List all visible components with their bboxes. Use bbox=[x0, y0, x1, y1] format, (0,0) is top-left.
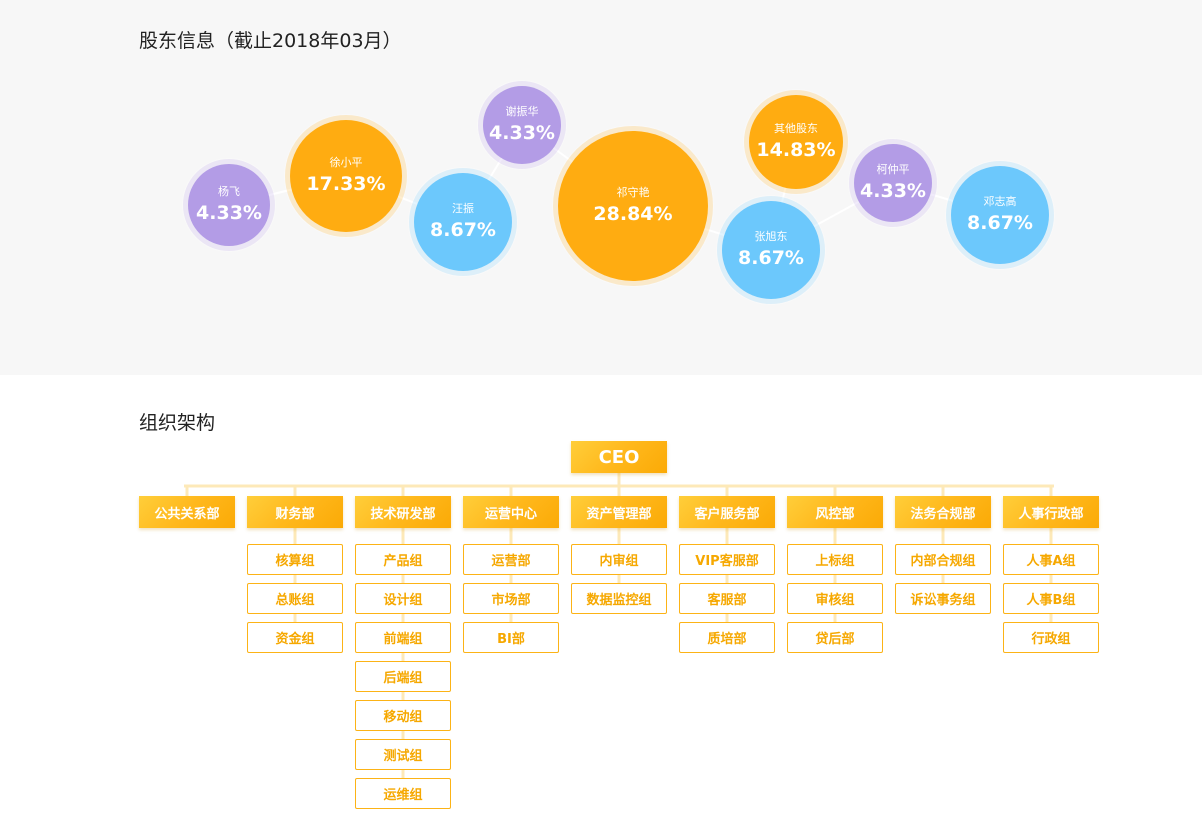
department-box[interactable]: 财务部 bbox=[247, 496, 343, 528]
shareholder-name: 徐小平 bbox=[329, 155, 363, 169]
department-box[interactable]: 技术研发部 bbox=[355, 496, 451, 528]
shareholder-name: 张旭东 bbox=[754, 229, 788, 243]
shareholder-percent: 17.33% bbox=[306, 172, 386, 195]
shareholder-bubble[interactable]: 徐小平 17.33% bbox=[290, 120, 402, 232]
shareholder-percent: 8.67% bbox=[430, 218, 496, 241]
shareholder-percent: 14.83% bbox=[756, 138, 836, 161]
sub-team-box[interactable]: 运营部 bbox=[463, 544, 559, 575]
department-box[interactable]: 公共关系部 bbox=[139, 496, 235, 528]
sub-team-box[interactable]: 内审组 bbox=[571, 544, 667, 575]
shareholder-percent: 4.33% bbox=[860, 179, 926, 202]
shareholder-percent: 4.33% bbox=[489, 121, 555, 144]
department-box[interactable]: 客户服务部 bbox=[679, 496, 775, 528]
shareholder-name: 杨飞 bbox=[218, 184, 240, 198]
shareholder-section: 股东信息（截止2018年03月） 杨飞 4.33% 徐小平 17.33% 汪振 8.67%… bbox=[0, 0, 1202, 375]
sub-team-box[interactable]: 核算组 bbox=[247, 544, 343, 575]
sub-team-box[interactable]: 市场部 bbox=[463, 583, 559, 614]
shareholder-name: 谢振华 bbox=[505, 104, 539, 118]
department-box[interactable]: 人事行政部 bbox=[1003, 496, 1099, 528]
sub-team-box[interactable]: 运维组 bbox=[355, 778, 451, 809]
shareholder-name: 柯仲平 bbox=[876, 162, 910, 176]
sub-team-box[interactable]: 资金组 bbox=[247, 622, 343, 653]
sub-team-box[interactable]: 内部合规组 bbox=[895, 544, 991, 575]
shareholder-bubble[interactable]: 邓志高 8.67% bbox=[951, 166, 1049, 264]
sub-team-box[interactable]: 行政组 bbox=[1003, 622, 1099, 653]
sub-team-box[interactable]: 人事A组 bbox=[1003, 544, 1099, 575]
shareholder-bubble[interactable]: 谢振华 4.33% bbox=[483, 86, 561, 164]
sub-team-box[interactable]: 移动组 bbox=[355, 700, 451, 731]
ceo-box: CEO bbox=[571, 441, 667, 473]
shareholder-name: 邓志高 bbox=[983, 194, 1017, 208]
shareholder-bubble[interactable]: 杨飞 4.33% bbox=[188, 164, 270, 246]
shareholder-percent: 8.67% bbox=[967, 211, 1033, 234]
sub-team-box[interactable]: 诉讼事务组 bbox=[895, 583, 991, 614]
sub-team-box[interactable]: 上标组 bbox=[787, 544, 883, 575]
shareholder-bubble[interactable]: 张旭东 8.67% bbox=[722, 201, 820, 299]
shareholder-percent: 28.84% bbox=[593, 202, 673, 225]
sub-team-box[interactable]: 前端组 bbox=[355, 622, 451, 653]
shareholder-bubble[interactable]: 祁守艳 28.84% bbox=[558, 131, 708, 281]
sub-team-box[interactable]: 总账组 bbox=[247, 583, 343, 614]
sub-team-box[interactable]: VIP客服部 bbox=[679, 544, 775, 575]
department-box[interactable]: 运营中心 bbox=[463, 496, 559, 528]
sub-team-box[interactable]: BI部 bbox=[463, 622, 559, 653]
sub-team-box[interactable]: 测试组 bbox=[355, 739, 451, 770]
shareholder-percent: 8.67% bbox=[738, 246, 804, 269]
sub-team-box[interactable]: 审核组 bbox=[787, 583, 883, 614]
sub-team-box[interactable]: 产品组 bbox=[355, 544, 451, 575]
sub-team-box[interactable]: 质培部 bbox=[679, 622, 775, 653]
shareholder-percent: 4.33% bbox=[196, 201, 262, 224]
shareholder-name: 祁守艳 bbox=[616, 185, 650, 199]
shareholder-title: 股东信息（截止2018年03月） bbox=[139, 30, 402, 52]
shareholder-bubble[interactable]: 其他股东 14.83% bbox=[749, 95, 843, 189]
org-chart: CEO 公共关系部 财务部核算组总账组资金组 技术研发部产品组设计组前端组后端组移动… bbox=[0, 430, 1202, 825]
sub-team-box[interactable]: 贷后部 bbox=[787, 622, 883, 653]
sub-team-box[interactable]: 数据监控组 bbox=[571, 583, 667, 614]
department-box[interactable]: 法务合规部 bbox=[895, 496, 991, 528]
shareholder-name: 汪振 bbox=[452, 201, 474, 215]
shareholder-bubble[interactable]: 柯仲平 4.33% bbox=[854, 144, 932, 222]
shareholder-name: 其他股东 bbox=[774, 121, 818, 135]
department-box[interactable]: 风控部 bbox=[787, 496, 883, 528]
sub-team-box[interactable]: 后端组 bbox=[355, 661, 451, 692]
sub-team-box[interactable]: 人事B组 bbox=[1003, 583, 1099, 614]
department-box[interactable]: 资产管理部 bbox=[571, 496, 667, 528]
shareholder-bubble-chart: 杨飞 4.33% 徐小平 17.33% 汪振 8.67% 谢振华 4.33% 祁守艳 28.84%… bbox=[0, 0, 1202, 375]
sub-team-box[interactable]: 设计组 bbox=[355, 583, 451, 614]
sub-team-box[interactable]: 客服部 bbox=[679, 583, 775, 614]
org-chart-title: 组织架构 bbox=[139, 412, 216, 434]
shareholder-bubble[interactable]: 汪振 8.67% bbox=[414, 173, 512, 271]
